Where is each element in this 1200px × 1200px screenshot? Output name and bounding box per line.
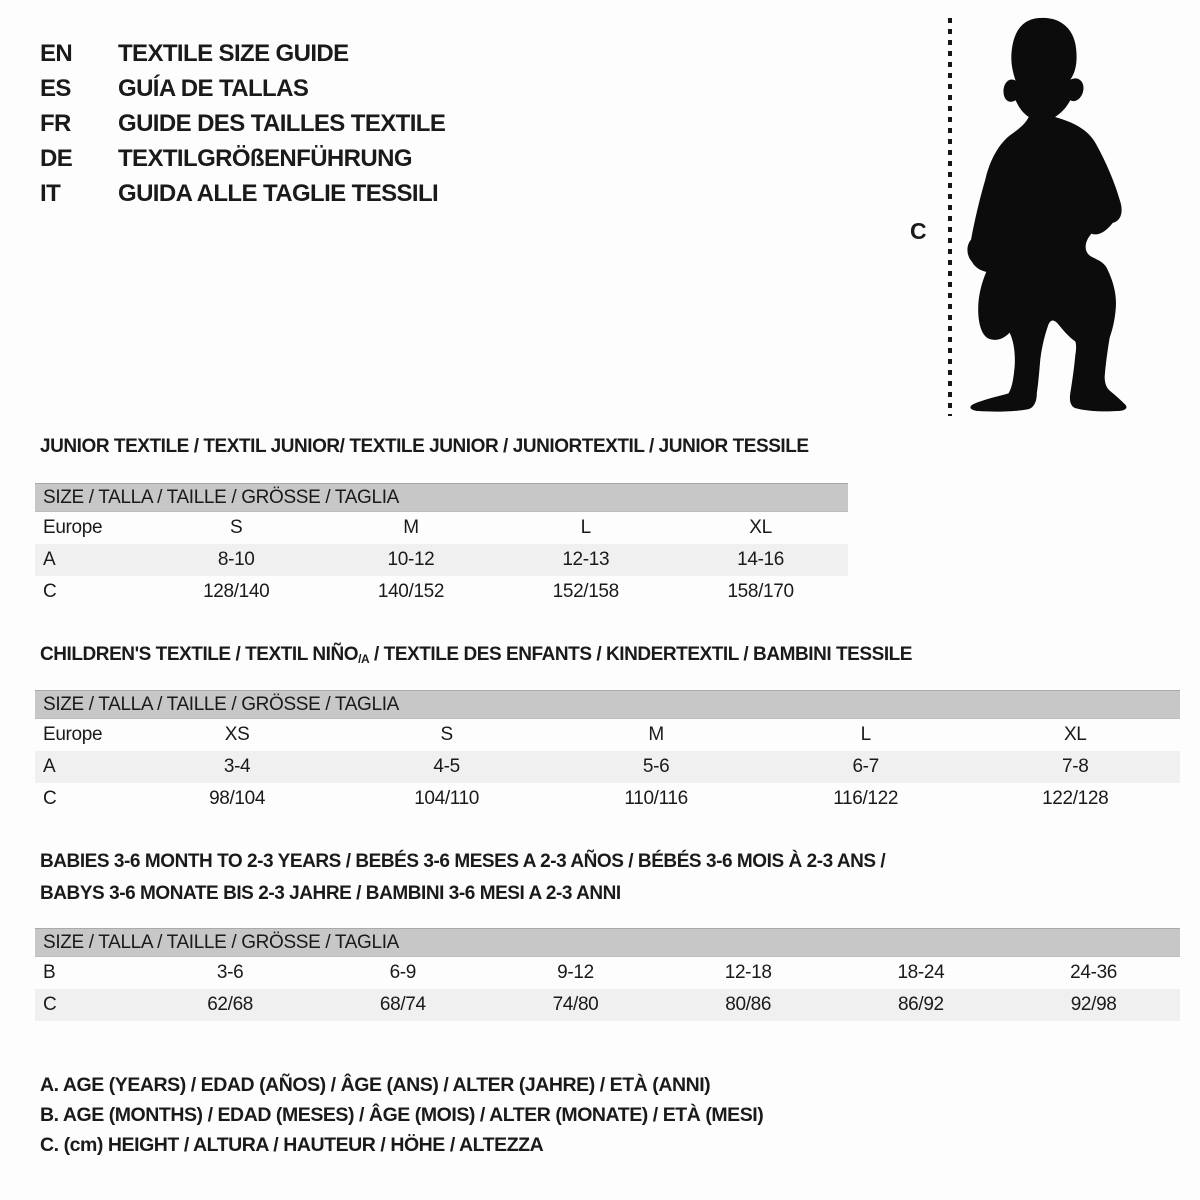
- table-cell: 3-6: [216, 961, 244, 983]
- table-cell: 9-12: [557, 961, 594, 983]
- children-title-post: / TEXTILE DES ENFANTS / KINDERTEXTIL / B…: [369, 644, 913, 665]
- table-row: C 62/68 68/74 74/80 80/86 86/92 92/98: [35, 988, 1180, 1021]
- babies-title-line2: BABYS 3-6 MONATE BIS 2-3 JAHRE / BAMBINI…: [40, 883, 621, 904]
- size-header-label: SIZE / TALLA / TAILLE / GRÖSSE / TAGLIA: [35, 690, 1180, 719]
- row-label: B: [43, 961, 56, 983]
- lang-code: FR: [40, 109, 71, 137]
- table-cell: XL: [749, 516, 772, 538]
- lang-row-de: DE TEXTILGRÖßENFÜHRUNG: [40, 141, 445, 176]
- table-cell: 62/68: [143, 988, 317, 1021]
- language-title-block: EN TEXTILE SIZE GUIDE ES GUÍA DE TALLAS …: [40, 36, 446, 211]
- table-cell: 158/170: [727, 580, 794, 602]
- table-cell: 152/158: [552, 580, 620, 602]
- table-cell: 18-24: [897, 961, 945, 983]
- height-measure-dashed-line: [948, 18, 952, 416]
- size-header-label: SIZE / TALLA / TAILLE / GRÖSSE / TAGLIA: [35, 483, 848, 512]
- table-cell: 7-8: [970, 750, 1180, 783]
- children-title-pre: CHILDREN'S TEXTILE / TEXTIL NIÑO: [40, 644, 359, 665]
- row-label: Europe: [43, 516, 103, 538]
- junior-size-table: SIZE / TALLA / TAILLE / GRÖSSE / TAGLIA …: [35, 483, 848, 608]
- lang-row-en: EN TEXTILE SIZE GUIDE: [40, 36, 445, 71]
- lang-label: GUIDE DES TAILLES TEXTILE: [118, 109, 446, 137]
- table-cell: 86/92: [834, 988, 1008, 1021]
- babies-size-table: SIZE / TALLA / TAILLE / GRÖSSE / TAGLIA …: [35, 928, 1180, 1021]
- table-row: A 8-10 10-12 12-13 14-16: [35, 543, 848, 576]
- row-label: A: [35, 750, 133, 783]
- table-cell: 92/98: [1007, 988, 1180, 1021]
- table-cell: 10-12: [323, 543, 499, 576]
- table-cell: 12-13: [498, 543, 674, 576]
- row-label: C: [43, 787, 57, 809]
- table-cell: 14-16: [673, 543, 848, 576]
- babies-table-title: BABIES 3-6 MONTH TO 2-3 YEARS / BEBÉS 3-…: [40, 846, 886, 910]
- children-title-sub: /A: [358, 652, 370, 666]
- children-table-title: CHILDREN'S TEXTILE / TEXTIL NIÑO/A / TEX…: [40, 644, 912, 666]
- table-cell: 5-6: [551, 750, 761, 783]
- row-label: C: [35, 988, 144, 1021]
- lang-label: GUÍA DE TALLAS: [118, 74, 309, 102]
- table-row: C 98/104 104/110 110/116 116/122 122/128: [35, 783, 1180, 815]
- lang-row-it: IT GUIDA ALLE TAGLIE TESSILI: [40, 176, 445, 211]
- table-cell: 116/122: [833, 787, 899, 809]
- table-cell: L: [580, 516, 592, 538]
- lang-code: ES: [40, 74, 71, 102]
- legend-notes: A. AGE (YEARS) / EDAD (AÑOS) / ÂGE (ANS)…: [40, 1070, 764, 1160]
- lang-row-fr: FR GUIDE DES TAILLES TEXTILE: [40, 106, 446, 141]
- note-age-years: A. AGE (YEARS) / EDAD (AÑOS) / ÂGE (ANS)…: [40, 1074, 711, 1096]
- table-row: Europe XS S M L XL: [35, 719, 1180, 751]
- babies-title-line1: BABIES 3-6 MONTH TO 2-3 YEARS / BEBÉS 3-…: [40, 851, 886, 872]
- size-header-row: SIZE / TALLA / TAILLE / GRÖSSE / TAGLIA: [35, 928, 1180, 957]
- table-cell: S: [440, 723, 453, 745]
- note-age-months: B. AGE (MONTHS) / EDAD (MESES) / ÂGE (MO…: [40, 1104, 764, 1126]
- table-cell: 3-4: [132, 750, 342, 783]
- table-cell: S: [230, 516, 243, 538]
- table-cell: 140/152: [377, 580, 445, 602]
- table-cell: 98/104: [209, 787, 266, 809]
- table-row: B 3-6 6-9 9-12 12-18 18-24 24-36: [35, 957, 1180, 989]
- table-cell: 12-18: [724, 961, 772, 983]
- table-cell: 24-36: [1070, 961, 1118, 983]
- table-cell: 4-5: [341, 750, 552, 783]
- height-measure-label: C: [910, 218, 927, 244]
- lang-code: DE: [40, 144, 73, 172]
- table-cell: 80/86: [661, 988, 835, 1021]
- table-cell: XL: [1063, 723, 1087, 745]
- table-cell: L: [860, 723, 872, 745]
- table-row: A 3-4 4-5 5-6 6-7 7-8: [35, 750, 1180, 783]
- size-header-label: SIZE / TALLA / TAILLE / GRÖSSE / TAGLIA: [35, 928, 1180, 957]
- size-header-row: SIZE / TALLA / TAILLE / GRÖSSE / TAGLIA: [35, 483, 848, 512]
- row-label: C: [43, 580, 57, 602]
- table-row: Europe S M L XL: [35, 512, 848, 544]
- table-cell: 110/116: [624, 787, 688, 809]
- table-cell: 6-9: [389, 961, 417, 983]
- table-cell: 74/80: [489, 988, 662, 1021]
- lang-label: GUIDA ALLE TAGLIE TESSILI: [118, 179, 439, 207]
- lang-code: EN: [40, 39, 73, 67]
- table-cell: XS: [224, 723, 250, 745]
- table-cell: 128/140: [203, 580, 270, 602]
- note-height-cm: C. (cm) HEIGHT / ALTURA / HAUTEUR / HÖHE…: [40, 1134, 544, 1156]
- table-cell: M: [648, 723, 664, 745]
- lang-label: TEXTILE SIZE GUIDE: [118, 39, 349, 67]
- size-header-row: SIZE / TALLA / TAILLE / GRÖSSE / TAGLIA: [35, 690, 1180, 719]
- children-size-table: SIZE / TALLA / TAILLE / GRÖSSE / TAGLIA …: [35, 690, 1180, 815]
- lang-code: IT: [40, 179, 61, 207]
- row-label: A: [35, 543, 149, 576]
- table-cell: 6-7: [760, 750, 971, 783]
- table-cell: 68/74: [316, 988, 490, 1021]
- lang-label: TEXTILGRÖßENFÜHRUNG: [118, 144, 413, 172]
- table-cell: 104/110: [414, 787, 480, 809]
- lang-row-es: ES GUÍA DE TALLAS: [40, 71, 445, 106]
- table-cell: 8-10: [148, 543, 324, 576]
- toddler-silhouette-icon: [967, 17, 1127, 412]
- row-label: Europe: [43, 723, 103, 745]
- table-row: C 128/140 140/152 152/158 158/170: [35, 576, 848, 608]
- junior-table-title: JUNIOR TEXTILE / TEXTIL JUNIOR/ TEXTILE …: [40, 436, 809, 457]
- table-cell: M: [403, 516, 419, 538]
- table-cell: 122/128: [1042, 787, 1109, 809]
